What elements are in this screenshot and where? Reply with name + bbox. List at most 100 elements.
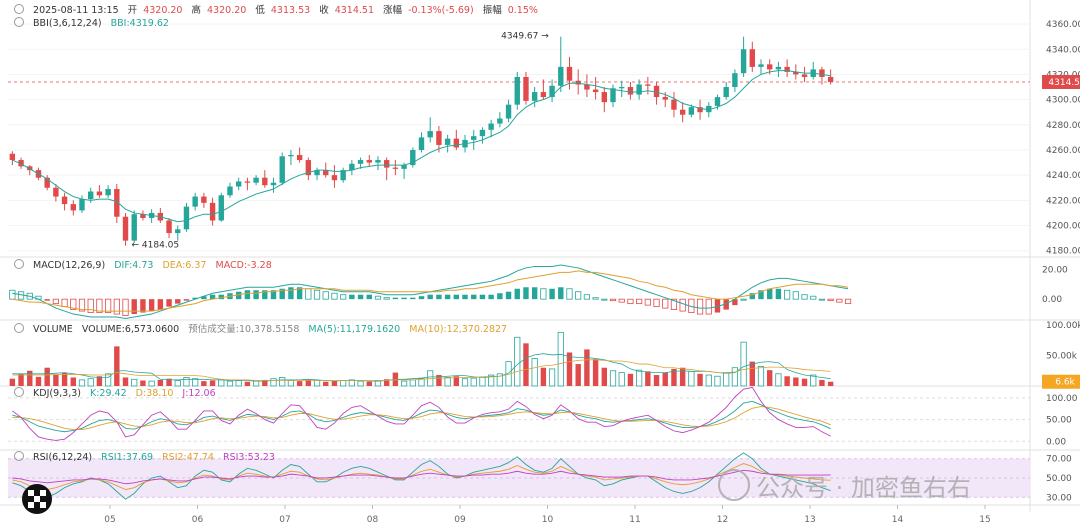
macd-histogram-bar <box>531 287 538 300</box>
macd-histogram-bar <box>418 296 425 300</box>
volume-bar <box>44 367 50 386</box>
volume-bar <box>697 373 703 386</box>
min-price-annotation: ← 4184.05 <box>132 241 180 251</box>
volume-bar <box>287 380 295 387</box>
macd-histogram-bar <box>209 294 216 300</box>
collapse-chevron-icon[interactable] <box>14 4 24 14</box>
candle-body <box>70 204 76 211</box>
macd-histogram-bar <box>9 289 16 300</box>
macd-histogram-bar <box>827 298 834 302</box>
candle-body <box>540 92 547 98</box>
collapse-chevron-icon[interactable] <box>14 259 24 269</box>
candle-body <box>366 160 372 163</box>
rsi-legend: RSI(6,12,24) RSI1:37.69 RSI2:47.74 RSI3:… <box>14 451 281 464</box>
volume-legend: VOLUME VOLUME:6,573.0600 预估成交量:10,378.51… <box>14 323 513 336</box>
candle-body <box>575 80 581 85</box>
candle-body <box>436 131 442 145</box>
candle-body <box>314 170 320 176</box>
macd-histogram-bar <box>566 288 573 300</box>
x-tick-label: 14 <box>892 515 904 525</box>
candle-body <box>175 229 181 234</box>
candle-body <box>166 220 172 234</box>
candle-body <box>714 97 721 106</box>
candle-body <box>523 76 529 101</box>
collapse-chevron-icon[interactable] <box>14 387 24 397</box>
candle-body <box>383 160 390 168</box>
candle-body <box>27 166 33 171</box>
macd-histogram-bar <box>540 288 547 300</box>
macd-histogram-bar <box>374 295 382 300</box>
macd-histogram-bar <box>505 291 512 300</box>
candle-body <box>558 66 564 86</box>
low-label: 低 <box>255 5 265 16</box>
volume-bar <box>218 379 225 387</box>
volume-bar <box>157 379 164 386</box>
price-tick-label: 4220.00 <box>1046 196 1080 206</box>
macd-histogram-bar <box>758 290 764 300</box>
candle-body <box>471 136 477 140</box>
macd-histogram-bar <box>305 288 312 300</box>
macd-histogram-bar <box>296 287 303 300</box>
candle-body <box>140 214 146 218</box>
macd-histogram-bar <box>575 291 582 300</box>
volume-bar <box>609 370 617 387</box>
macd-histogram-bar <box>322 291 329 300</box>
volume-bar <box>244 381 251 386</box>
volume-bar <box>793 377 799 386</box>
volume-bar <box>348 379 355 387</box>
volume-bar <box>575 364 581 386</box>
macd-histogram-bar <box>357 294 364 300</box>
macd-histogram-bar <box>87 298 94 313</box>
volume-bar <box>531 358 538 387</box>
volume-bar <box>731 367 738 387</box>
collapse-chevron-icon[interactable] <box>14 323 24 333</box>
volume-ma10-line <box>12 359 831 381</box>
candle-body <box>288 155 294 157</box>
candle-body <box>679 109 686 115</box>
rsi-tick-label: 50.00 <box>1046 474 1072 484</box>
volume-bar <box>340 380 347 387</box>
volume-bar <box>714 375 721 387</box>
macd-value: MACD:-3.28 <box>215 260 272 271</box>
x-tick-label: 06 <box>192 515 204 525</box>
macd-histogram-bar <box>696 298 704 315</box>
collapse-chevron-icon[interactable] <box>14 17 24 27</box>
volume-bar <box>122 377 129 386</box>
volume-bar <box>601 367 608 386</box>
volume-bar <box>740 341 747 387</box>
volume-bar <box>235 380 242 387</box>
macd-histogram-bar <box>410 297 416 300</box>
macd-histogram-bar <box>801 294 808 300</box>
candle-body <box>601 92 608 103</box>
macd-histogram-bar <box>818 298 826 301</box>
macd-histogram-bar <box>792 291 799 300</box>
macd-histogram-bar <box>140 299 146 313</box>
macd-histogram-bar <box>105 298 112 313</box>
collapse-chevron-icon[interactable] <box>14 451 24 461</box>
rsi-name: RSI(6,12,24) <box>33 452 93 463</box>
candle-body <box>723 87 729 98</box>
candle-body <box>122 216 129 241</box>
macd-histogram-bar <box>52 298 59 305</box>
macd-histogram-bar <box>479 294 486 300</box>
volume-bar <box>262 379 268 386</box>
volume-bar <box>662 372 668 386</box>
macd-histogram-bar <box>122 298 129 316</box>
candle-body <box>296 155 303 161</box>
volume-bar <box>296 381 303 386</box>
macd-histogram-bar <box>279 288 285 300</box>
macd-histogram-bar <box>262 290 268 300</box>
macd-histogram-bar <box>235 291 242 300</box>
macd-histogram-bar <box>488 294 494 300</box>
volume-tag <box>1042 374 1080 389</box>
macd-histogram-bar <box>583 294 590 300</box>
volume-bar <box>183 377 190 387</box>
macd-histogram-bar <box>810 295 817 300</box>
candle-body <box>331 175 338 181</box>
rsi-3: RSI3:53.23 <box>222 452 275 463</box>
candle-body <box>201 196 207 203</box>
price-tick-label: 4300.00 <box>1046 96 1080 106</box>
volume-bar <box>671 368 677 386</box>
amplitude-value: 0.15% <box>507 5 538 16</box>
